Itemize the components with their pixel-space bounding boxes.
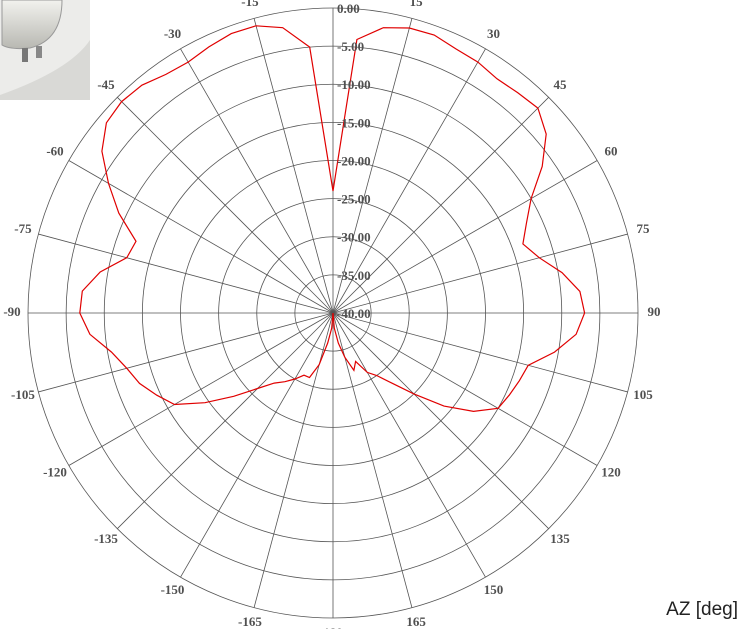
grid-spoke: [38, 233, 334, 314]
angle-tick-label: 60: [604, 143, 617, 158]
angle-tick-label: -60: [46, 143, 63, 158]
grid-spoke: [332, 48, 486, 314]
grid-spoke: [38, 312, 334, 393]
angle-tick-label: -150: [161, 582, 185, 597]
angle-tick-label: -120: [43, 464, 67, 479]
grid-spoke: [117, 97, 334, 314]
grid-spoke: [332, 312, 549, 529]
angle-tick-label: 105: [633, 387, 653, 402]
r-tick-label: -10.00: [337, 77, 371, 92]
grid-spoke: [68, 312, 334, 466]
angle-tick-label: -45: [97, 77, 115, 92]
r-tick-label: 0.00: [337, 1, 360, 16]
grid-spoke: [180, 48, 334, 314]
angle-tick-label: -90: [3, 304, 20, 319]
angle-tick-label: 165: [406, 614, 426, 629]
r-tick-label: -30.00: [337, 230, 371, 245]
r-tick-label: -20.00: [337, 153, 371, 168]
angle-tick-label: 120: [601, 464, 621, 479]
grid-spoke: [332, 160, 598, 314]
angle-tick-label: 150: [484, 582, 504, 597]
grid-spoke: [332, 312, 628, 393]
r-tick-label: -5.00: [337, 39, 364, 54]
grid-spoke: [332, 312, 598, 466]
grid-spoke: [253, 18, 334, 314]
r-tick-label: -15.00: [337, 115, 371, 130]
angle-tick-label: 90: [648, 304, 661, 319]
grid-spoke: [68, 160, 334, 314]
angle-tick-label: -15: [241, 0, 259, 9]
antenna-photo: [0, 0, 90, 100]
axis-label: AZ [deg]: [666, 599, 738, 620]
angle-tick-label: -105: [11, 387, 35, 402]
grid-spoke: [332, 312, 413, 608]
trace: [79, 25, 586, 413]
grid-spoke: [332, 233, 628, 314]
angle-tick-label: 135: [550, 531, 570, 546]
grid-spoke: [332, 18, 413, 314]
grid-spoke: [117, 312, 334, 529]
angle-tick-label: 30: [487, 26, 500, 41]
r-tick-label: -35.00: [337, 268, 371, 283]
angle-tick-label: -165: [238, 614, 262, 629]
grid-spoke: [332, 312, 486, 578]
angle-tick-label: -135: [94, 531, 118, 546]
r-tick-label: -40.00: [337, 306, 371, 321]
angle-tick-label: 75: [637, 221, 651, 236]
grid-spoke: [253, 312, 334, 608]
angle-tick-label: -30: [164, 26, 181, 41]
r-tick-label: -25.00: [337, 192, 371, 207]
angle-tick-label: 180: [323, 625, 343, 629]
pattern-line: [79, 25, 586, 413]
labels: 0.00 -5.00 -10.00 -15.00 -20.00 -25.00 -30.00 -…: [3, 0, 660, 629]
angle-tick-label: 45: [553, 77, 567, 92]
angle-tick-label: 15: [410, 0, 424, 9]
grid-spoke: [180, 312, 334, 578]
angle-tick-label: -75: [14, 221, 32, 236]
grid-spoke: [332, 97, 549, 314]
